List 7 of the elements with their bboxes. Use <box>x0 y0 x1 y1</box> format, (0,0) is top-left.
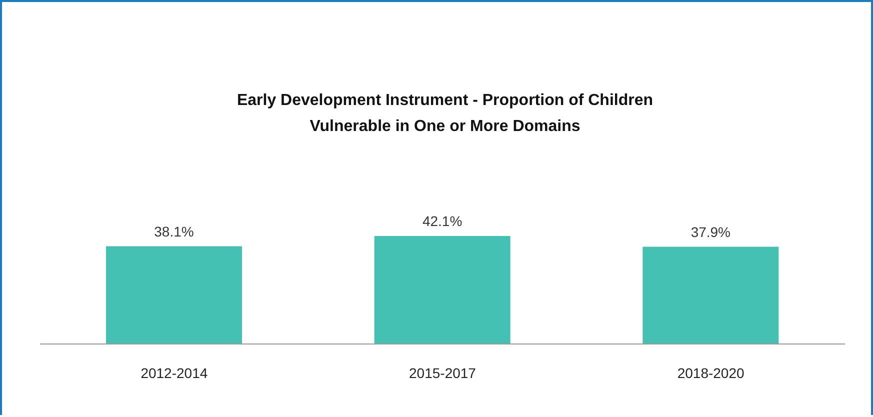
x-tick-label: 2012-2014 <box>140 364 208 381</box>
x-tick-label: 2018-2020 <box>677 364 745 381</box>
data-label: 42.1% <box>422 213 462 229</box>
x-tick-label: 2015-2017 <box>409 364 476 381</box>
chart-title: Early Development Instrument - Proportion of Children Vulnerable in One or More Domains <box>236 91 654 137</box>
data-label: 38.1% <box>154 223 194 240</box>
data-label: 37.9% <box>690 224 731 240</box>
